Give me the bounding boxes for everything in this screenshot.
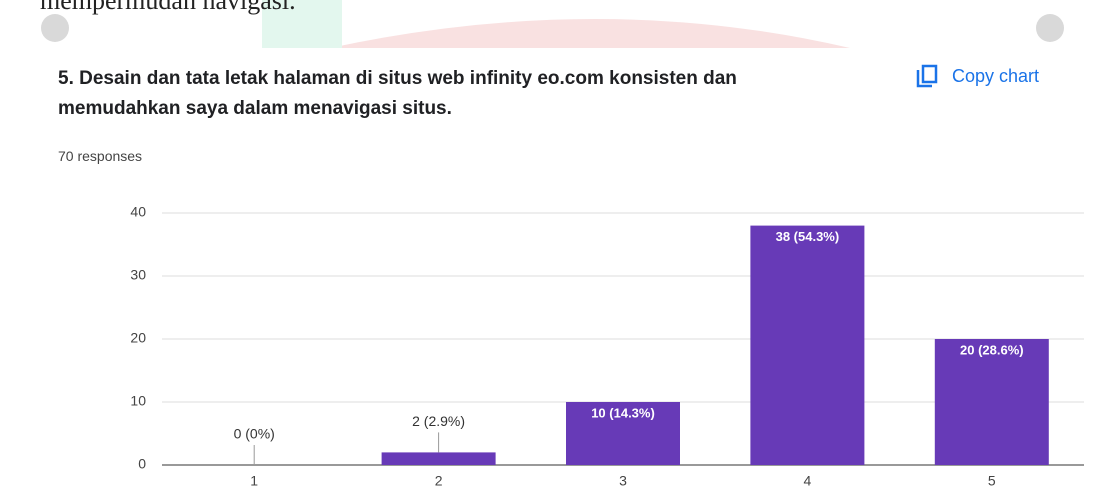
- value-label: 0 (0%): [234, 426, 275, 442]
- value-label: 20 (28.6%): [960, 342, 1024, 357]
- bar: [381, 452, 496, 465]
- bar: [566, 402, 680, 465]
- subtitle: 70 responses: [58, 148, 143, 164]
- x-tick-label: 2: [435, 473, 443, 488]
- chart-title: 5. Desain dan tata letak halaman di situ…: [58, 68, 737, 119]
- x-tick-label: 3: [619, 473, 627, 488]
- decor-circle: [1036, 14, 1064, 42]
- bar: [934, 339, 1049, 465]
- cropped-text: mempermudah navigasi.: [40, 0, 296, 15]
- x-tick-label: 5: [988, 473, 996, 488]
- copy-chart-button[interactable]: Copy chart: [916, 64, 1039, 88]
- y-tick-label: 40: [130, 204, 146, 220]
- card: [0, 48, 1108, 488]
- decor-circle: [41, 14, 69, 42]
- value-label: 38 (54.3%): [776, 229, 840, 244]
- y-tick-label: 10: [130, 393, 146, 409]
- y-tick-label: 20: [130, 330, 146, 346]
- copy-icon: [916, 64, 938, 88]
- y-tick-label: 0: [138, 456, 146, 472]
- copy-chart-label: Copy chart: [952, 65, 1040, 86]
- decor-shape: [330, 19, 850, 48]
- value-label: 10 (14.3%): [591, 405, 655, 420]
- bar: [750, 225, 865, 465]
- y-tick-label: 30: [130, 267, 146, 283]
- x-tick-label: 1: [250, 473, 258, 488]
- decor-shape: [262, 0, 342, 48]
- value-label: 2 (2.9%): [412, 413, 465, 429]
- x-tick-label: 4: [804, 473, 812, 488]
